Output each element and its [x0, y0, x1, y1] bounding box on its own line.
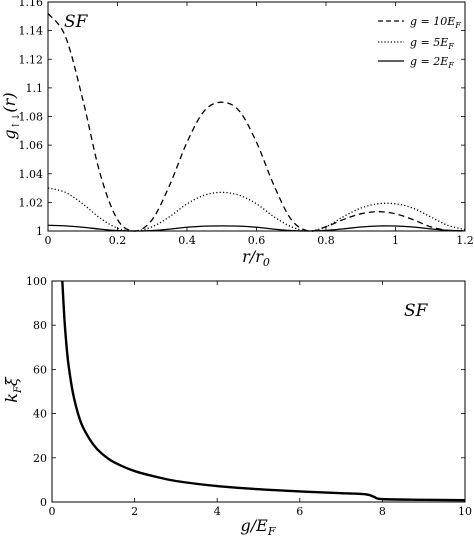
panel-label-top: SF [64, 12, 89, 32]
legend-label-g2: g = 2EF [410, 55, 454, 70]
x-tick-label: 0.8 [317, 234, 335, 247]
legend-label-g10: g = 10EF [410, 15, 461, 30]
x-tick-label: 0.2 [109, 234, 127, 247]
y-tick-label: 1.12 [19, 53, 44, 66]
x-tick-label: 4 [214, 505, 221, 518]
y-axis-label-top: g↑↓(r) [0, 92, 22, 139]
legend-top: g = 10EF g = 5EF g = 2EF [378, 15, 461, 70]
y-axis-label-bottom: kFξ [2, 376, 24, 403]
x-tick-label: 0.6 [248, 234, 266, 247]
y-tick-label: 1.08 [19, 111, 44, 124]
ticks-top: 0 0.2 0.4 0.6 0.8 1 1.2 1 1.02 1.04 1.06 1.08 1.1 1.1… [19, 0, 474, 247]
x-axis-label-bottom: g/EF [241, 516, 276, 538]
plot-frame-bottom [51, 280, 466, 503]
y-tick-label: 20 [33, 452, 47, 465]
x-tick-label: 0.4 [178, 234, 196, 247]
x-tick-label: 2 [131, 505, 138, 518]
series-line-dotted [47, 187, 466, 232]
x-tick-label: 0 [45, 234, 52, 247]
y-tick-label: 1.02 [19, 196, 44, 209]
series-group-top [47, 13, 466, 232]
panel-label-bottom: SF [404, 301, 429, 321]
y-tick-label: 1.06 [19, 139, 44, 152]
plot-frame-top [47, 1, 466, 232]
x-tick-label: 1 [392, 234, 399, 247]
series-line-solid [47, 224, 466, 232]
x-tick-label: 6 [296, 505, 303, 518]
y-tick-label: 60 [33, 363, 47, 376]
y-tick-label: 40 [33, 408, 47, 421]
y-tick-label: 1.04 [19, 168, 44, 181]
series-group-bottom [61, 280, 466, 502]
x-tick-label: 8 [379, 505, 386, 518]
series-line-dashed [47, 13, 466, 232]
x-axis-label-top: r/r0 [242, 247, 270, 269]
y-tick-label: 100 [26, 275, 47, 288]
series-line-solid [61, 280, 466, 502]
x-tick-label: 1.2 [456, 234, 474, 247]
y-tick-label: 80 [33, 319, 47, 332]
x-tick-label: 10 [458, 505, 472, 518]
y-tick-label: 1.16 [19, 0, 44, 9]
x-tick-label: 0 [49, 505, 56, 518]
y-tick-label: 1 [36, 225, 43, 238]
y-tick-label: 1.14 [19, 25, 44, 38]
legend-label-g5: g = 5EF [410, 36, 454, 51]
y-tick-label: 0 [40, 496, 47, 509]
chart-top-pair-correlation: 0 0.2 0.4 0.6 0.8 1 1.2 1 1.02 1.04 1.06 1.08 1.1 1.1… [0, 0, 474, 269]
y-tick-label: 1.1 [26, 82, 44, 95]
